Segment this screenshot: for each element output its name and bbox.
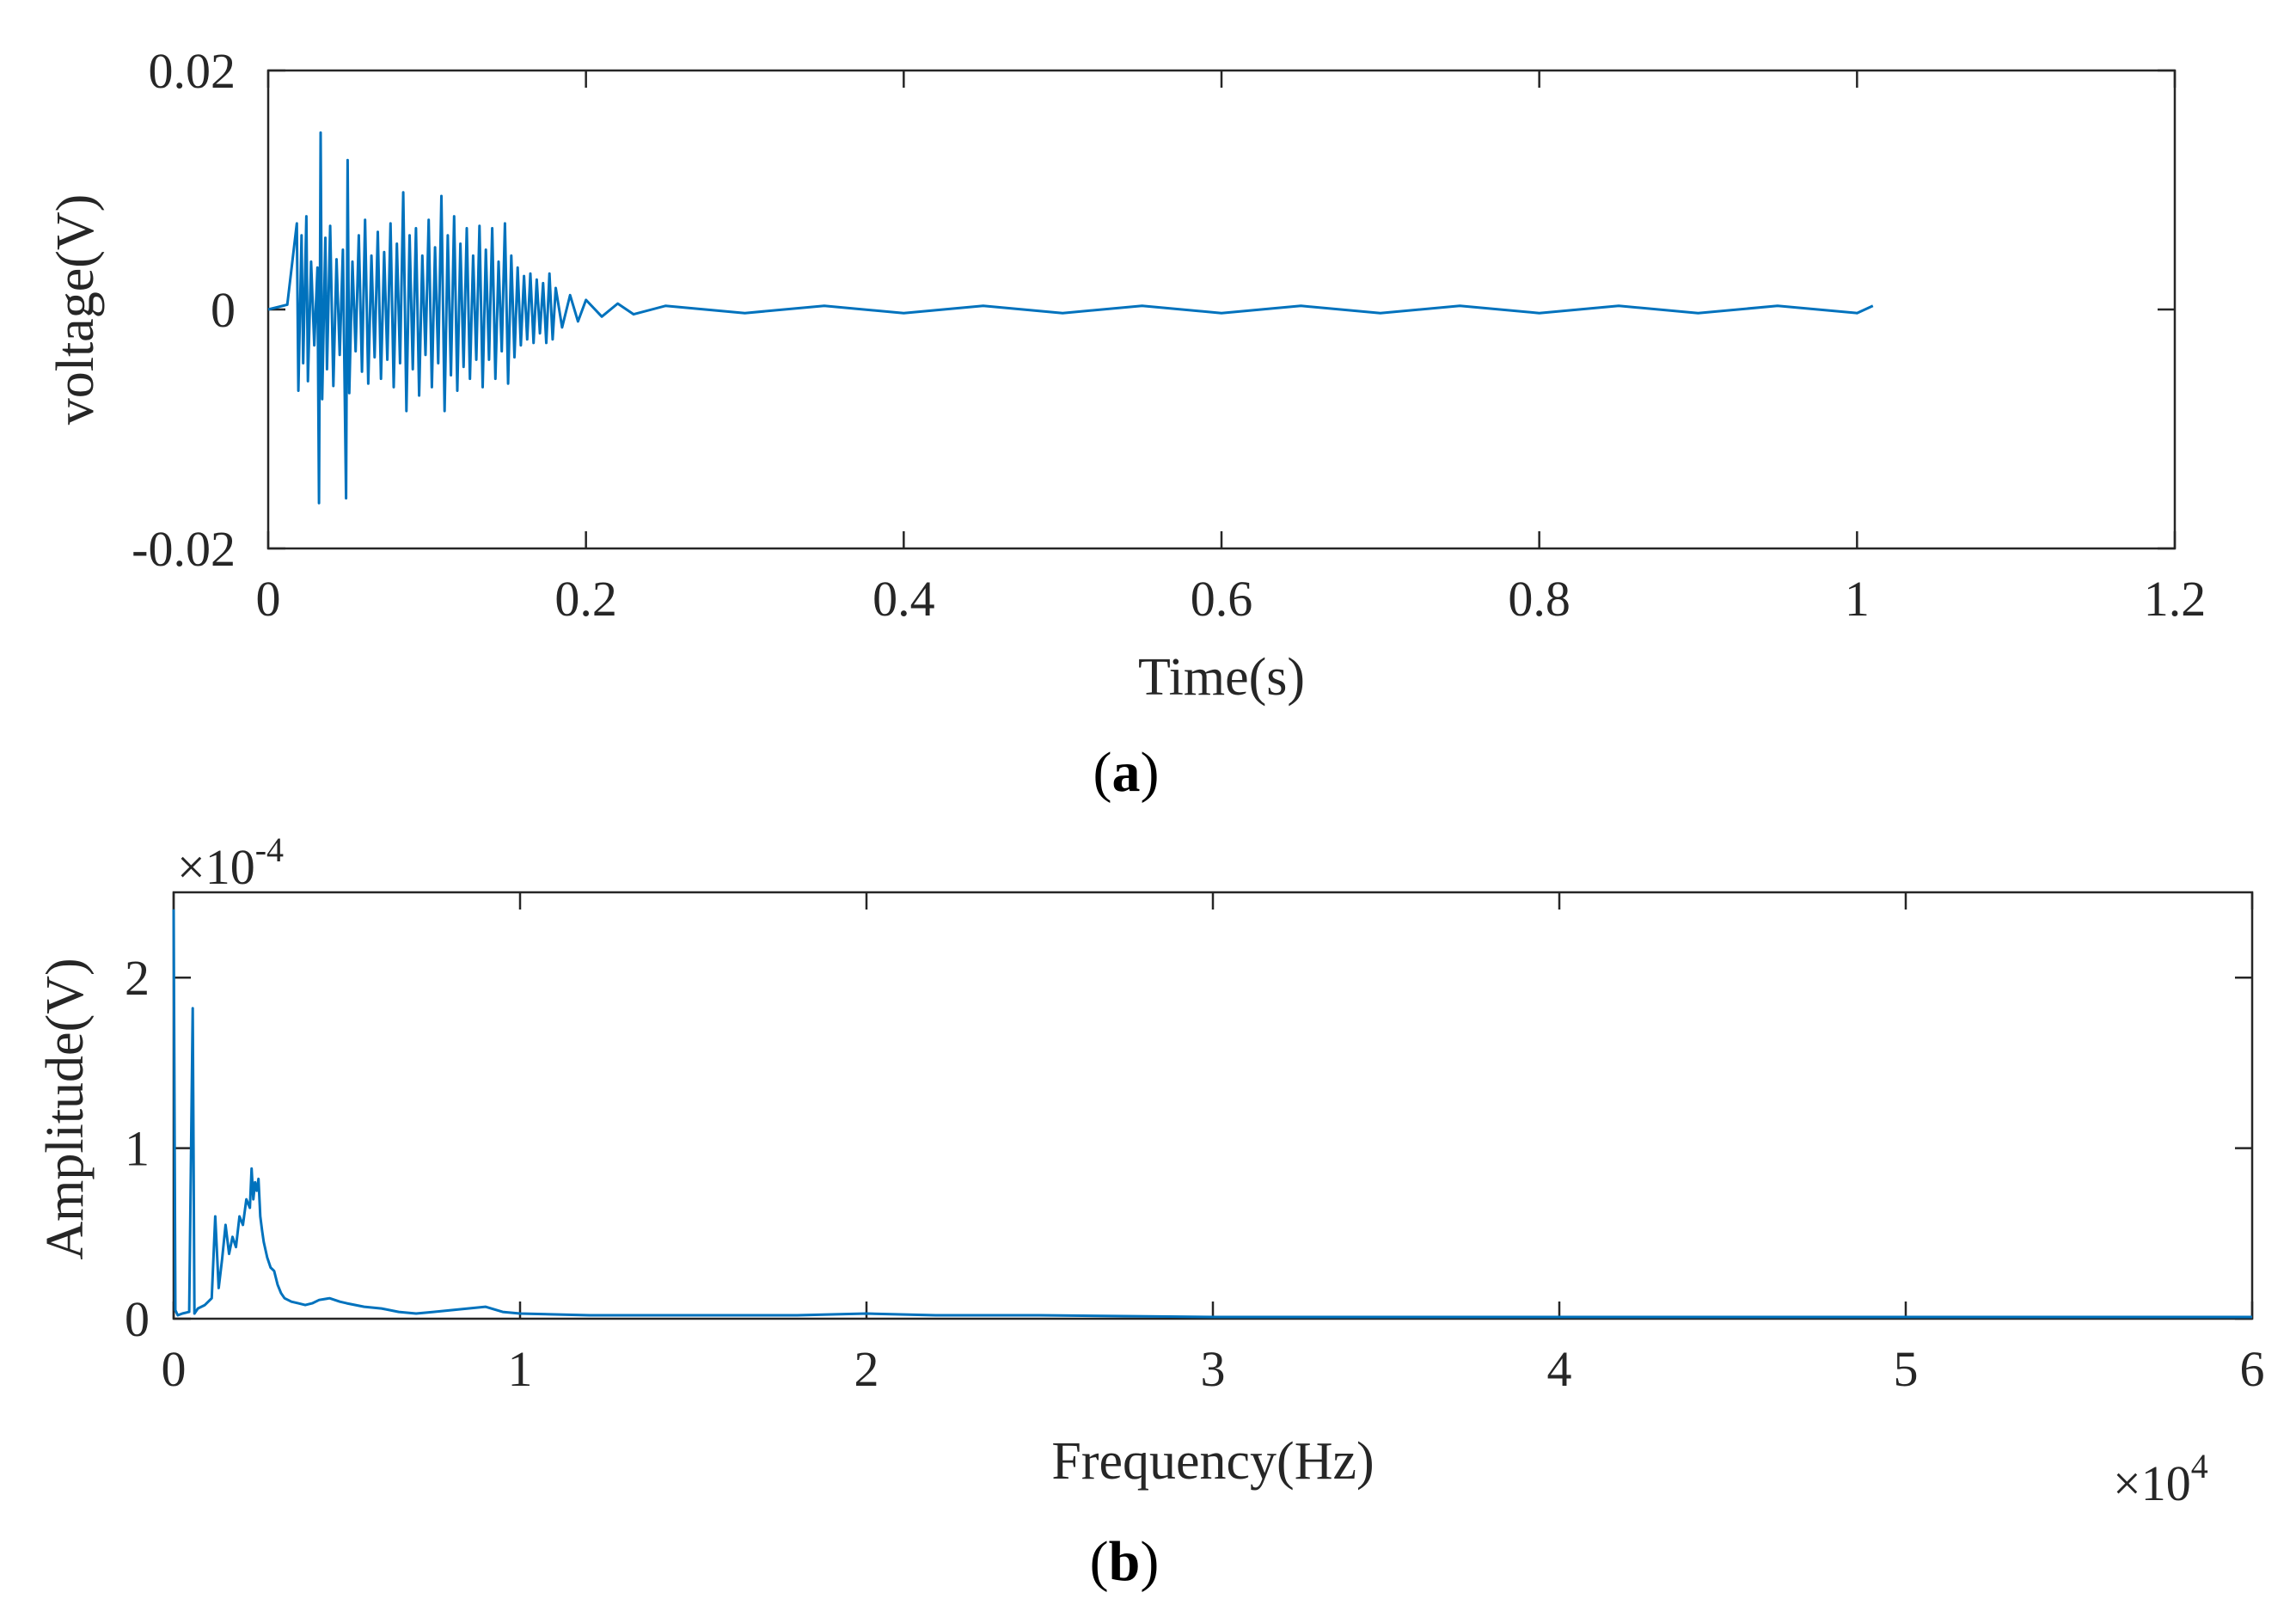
panel-b-x-axis-title: Frequency(Hz) <box>1051 1432 1374 1491</box>
panel-b-x-tick-label: 3 <box>1201 1341 1226 1397</box>
panel-a-caption: (a) <box>1093 741 1160 804</box>
panel-b-x-tick-label: 4 <box>1547 1341 1572 1397</box>
panel-a-plot-area <box>266 69 2177 550</box>
panel-a-x-tick-label: 0.2 <box>554 571 617 627</box>
panel-b-y-tick-label: 0 <box>125 1291 150 1347</box>
panel-a-x-tick-label: 1.2 <box>2144 571 2207 627</box>
panel-b-x-exponent: ×104 <box>2113 1447 2208 1511</box>
panel-b-frequency-domain: 0 1 2 3 4 5 6 0 1 2 ×10-4 ×104 Frequency(Hz) Amp… <box>36 830 2265 1593</box>
panel-a-y-tick-label: 0 <box>211 282 236 338</box>
panel-a-x-tick-label: 0.4 <box>872 571 935 627</box>
panel-b-y-axis-title: Amplitude(V) <box>36 958 95 1259</box>
panel-b-series <box>172 909 2252 1319</box>
panel-a-label: a <box>1112 741 1141 804</box>
panel-a-x-axis-title: Time(s) <box>1138 648 1305 707</box>
panel-a-x-ticks: 0 0.2 0.4 0.6 0.8 1 1.2 <box>256 70 2207 627</box>
panel-b-label: b <box>1109 1530 1141 1593</box>
panel-b-x-ticks: 0 1 2 3 4 5 6 <box>162 892 2265 1397</box>
panel-b-x-tick-label: 6 <box>2240 1341 2265 1397</box>
panel-b-x-tick-label: 2 <box>854 1341 879 1397</box>
panel-a-x-tick-label: 1 <box>1845 571 1870 627</box>
panel-a-signal-line <box>267 131 1874 505</box>
panel-a-series <box>267 131 1874 505</box>
panel-b-y-exponent: ×10-4 <box>177 830 284 895</box>
panel-a-y-tick-label: -0.02 <box>132 521 236 577</box>
panel-a-time-domain: 0 0.2 0.4 0.6 0.8 1 1.2 -0.02 0 0.02 Time(s) vol… <box>46 43 2206 804</box>
panel-b-x-tick-label: 0 <box>162 1341 187 1397</box>
panel-b-x-tick-label: 5 <box>1894 1341 1919 1397</box>
panel-b-y-tick-label: 2 <box>125 950 150 1006</box>
panel-a-y-ticks: -0.02 0 0.02 <box>132 43 2175 577</box>
panel-a-y-axis-title: voltage(V) <box>46 194 105 426</box>
panel-b-x-tick-label: 1 <box>508 1341 533 1397</box>
panel-a-x-tick-label: 0.8 <box>1508 571 1570 627</box>
panel-b-caption: (b) <box>1090 1530 1160 1593</box>
panel-a-x-tick-label: 0.6 <box>1191 571 1253 627</box>
panel-b-plot-area <box>172 891 2254 1320</box>
panel-a-x-tick-label: 0 <box>256 571 281 627</box>
panel-a-y-tick-label: 0.02 <box>149 43 236 99</box>
panel-b-y-tick-label: 1 <box>125 1121 150 1177</box>
panel-b-y-ticks: 0 1 2 <box>125 950 2252 1347</box>
panel-b-signal-line <box>172 909 2252 1319</box>
